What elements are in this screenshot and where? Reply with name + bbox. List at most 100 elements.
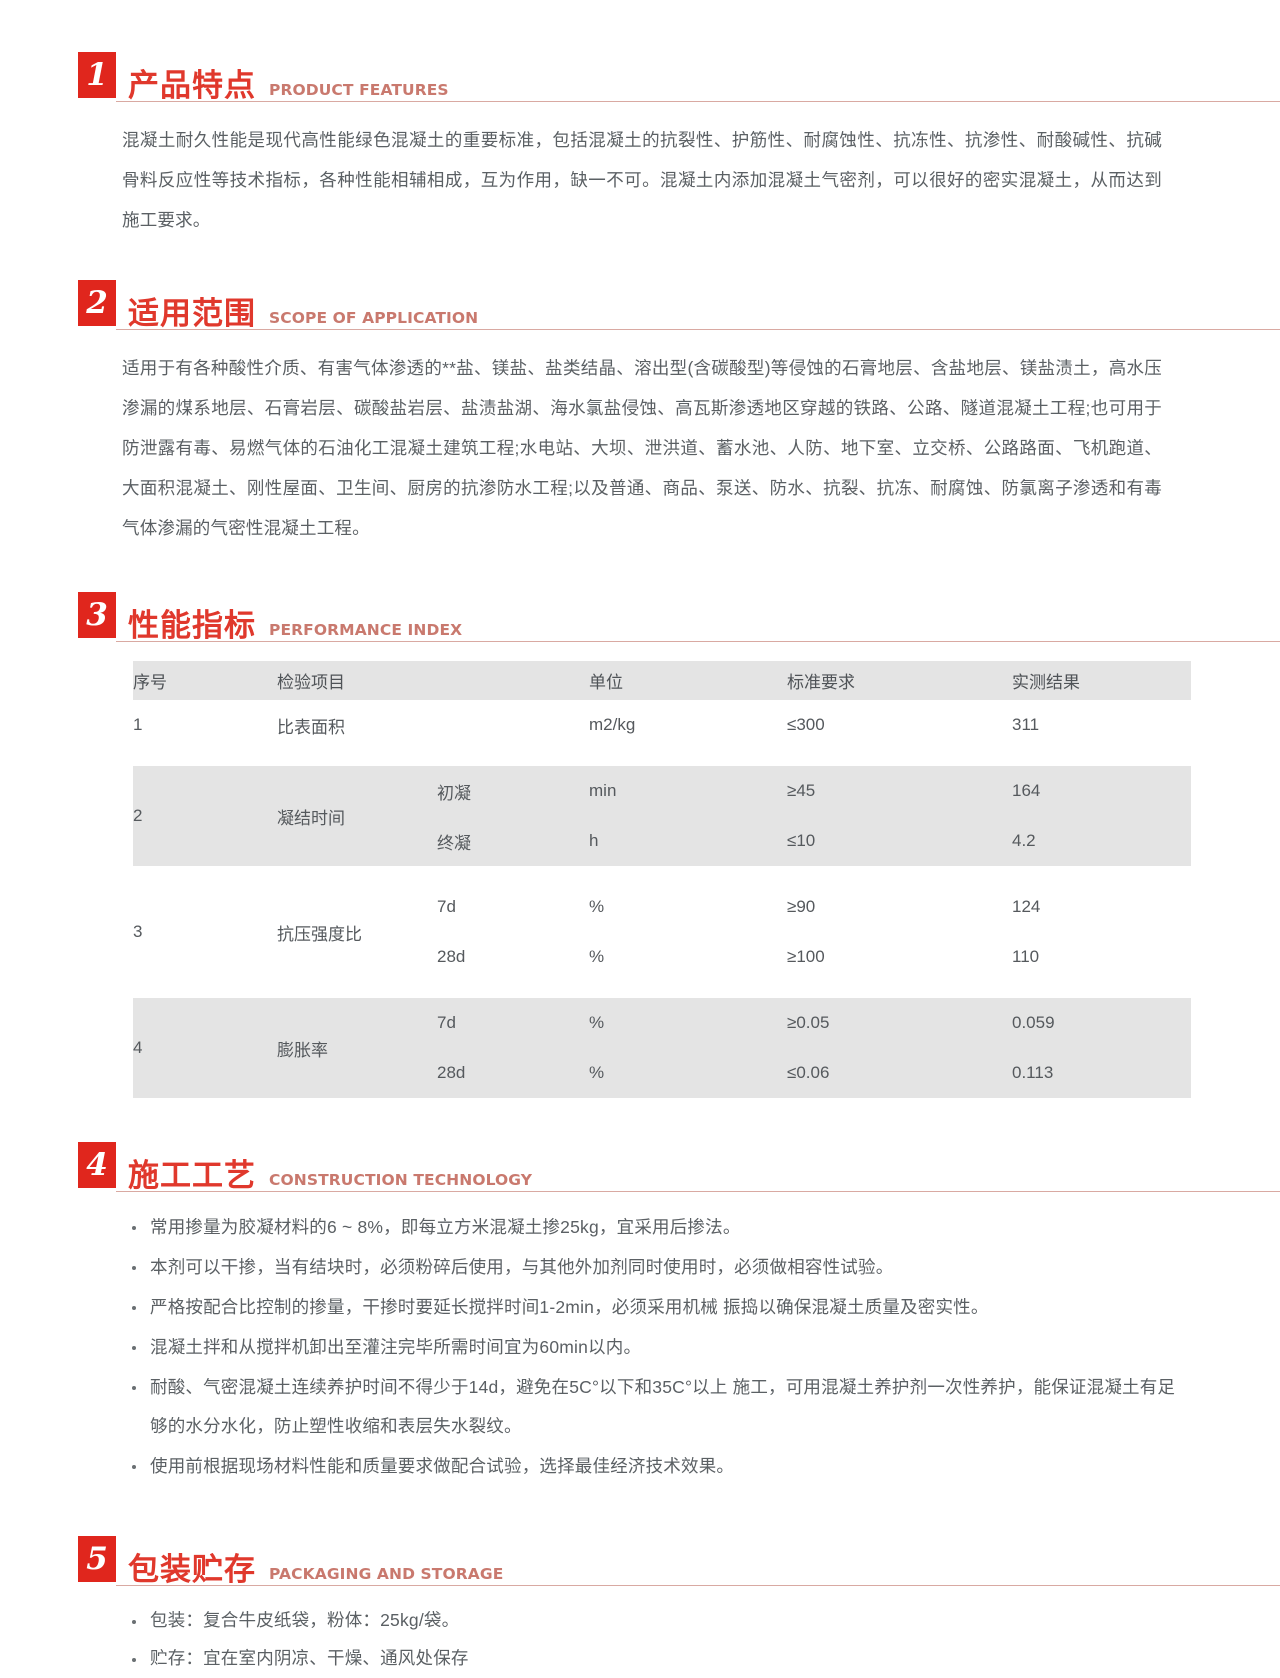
section-header: 4 施工工艺 CONSTRUCTION TECHNOLOGY (0, 1140, 1280, 1192)
cell-standard: ≥90 (787, 882, 1012, 932)
column-header-no: 序号 (133, 661, 277, 700)
section-number-badge: 3 (78, 592, 116, 638)
section-title-group: 性能指标 PERFORMANCE INDEX (128, 611, 462, 642)
cell-no: 1 (133, 700, 277, 750)
cell-no: 2 (133, 766, 277, 866)
table-row-spacer (133, 750, 1191, 766)
table-row-spacer (133, 866, 1191, 882)
cell-unit: m2/kg (589, 700, 787, 750)
cell-standard: ≤0.06 (787, 1048, 1012, 1098)
table-row-spacer (133, 982, 1191, 998)
cell-standard: ≤300 (787, 700, 1012, 750)
section-header: 3 性能指标 PERFORMANCE INDEX (0, 590, 1280, 642)
cell-no: 4 (133, 998, 277, 1098)
section-title-group: 施工工艺 CONSTRUCTION TECHNOLOGY (128, 1161, 532, 1192)
cell-standard: ≥100 (787, 932, 1012, 982)
section-performance-index: 3 性能指标 PERFORMANCE INDEX 序号 检验项目 单位 标准要求… (0, 590, 1280, 1098)
section-title-cn: 产品特点 (128, 68, 256, 104)
section-divider (116, 1191, 1280, 1192)
table-header: 序号 检验项目 单位 标准要求 实测结果 (133, 661, 1191, 700)
section-divider (116, 101, 1280, 102)
list-item: 本剂可以干掺，当有结块时，必须粉碎后使用，与其他外加剂同时使用时，必须做相容性试… (130, 1248, 1184, 1287)
performance-index-table: 序号 检验项目 单位 标准要求 实测结果 1 比表面积 m2/kg ≤300 311 2 凝… (133, 661, 1191, 1098)
section-divider (116, 329, 1280, 330)
spacer-cell (133, 866, 1191, 882)
list-item: 使用前根据现场材料性能和质量要求做配合试验，选择最佳经济技术效果。 (130, 1447, 1184, 1486)
cell-result: 0.113 (1012, 1048, 1191, 1098)
cell-standard: ≥45 (787, 766, 1012, 816)
section-header: 5 包装贮存 PACKAGING AND STORAGE (0, 1534, 1280, 1586)
table-row: 28d% ≤0.06 0.113 (133, 1048, 1191, 1098)
cell-item: 比表面积 (277, 700, 437, 750)
section-title-cn: 性能指标 (128, 608, 256, 644)
section-title-en: PRODUCT FEATURES (269, 81, 449, 99)
cell-subitem: 终凝 (437, 816, 589, 866)
cell-result: 4.2 (1012, 816, 1191, 866)
section-product-features: 1 产品特点 PRODUCT FEATURES 混凝土耐久性能是现代高性能绿色混… (0, 50, 1280, 240)
section-title-group: 包装贮存 PACKAGING AND STORAGE (128, 1555, 503, 1586)
packaging-bullet-list: 包装：复合牛皮纸袋，粉体：25kg/袋。 贮存：宜在室内阴凉、干燥、通风处保存 (130, 1602, 1184, 1677)
cell-result: 164 (1012, 766, 1191, 816)
cell-subitem (437, 700, 589, 750)
column-header-standard: 标准要求 (787, 661, 1012, 700)
section-title-en: PACKAGING AND STORAGE (269, 1565, 504, 1583)
cell-subitem: 28d (437, 932, 589, 982)
section-title-cn: 施工工艺 (128, 1158, 256, 1194)
cell-item: 凝结时间 (277, 766, 437, 866)
cell-result: 0.059 (1012, 998, 1191, 1048)
section-title-group: 产品特点 PRODUCT FEATURES (128, 71, 449, 102)
section-divider (116, 641, 1280, 642)
table-row: 终凝 h ≤10 4.2 (133, 816, 1191, 866)
spacer-cell (133, 982, 1191, 998)
section-construction-technology: 4 施工工艺 CONSTRUCTION TECHNOLOGY 常用掺量为胶凝材料… (0, 1140, 1280, 1486)
list-item: 耐酸、气密混凝土连续养护时间不得少于14d，避免在5C°以下和35C°以上 施工… (130, 1368, 1184, 1446)
cell-subitem: 7d (437, 998, 589, 1048)
section-title-en: CONSTRUCTION TECHNOLOGY (269, 1171, 533, 1189)
section-number-badge: 5 (78, 1536, 116, 1582)
cell-result: 311 (1012, 700, 1191, 750)
section-header: 2 适用范围 SCOPE OF APPLICATION (0, 278, 1280, 330)
section-paragraph: 混凝土耐久性能是现代高性能绿色混凝土的重要标准，包括混凝土的抗裂性、护筋性、耐腐… (122, 130, 1162, 230)
column-header-item: 检验项目 (277, 661, 589, 700)
cell-subitem: 初凝 (437, 766, 589, 816)
spacer-cell (133, 750, 1191, 766)
section-title-en: SCOPE OF APPLICATION (269, 309, 479, 327)
cell-standard: ≥0.05 (787, 998, 1012, 1048)
section-number-badge: 1 (78, 52, 116, 98)
section-title-cn: 适用范围 (128, 296, 256, 332)
section-divider (116, 1585, 1280, 1586)
section-header: 1 产品特点 PRODUCT FEATURES (0, 50, 1280, 102)
section-title-en: PERFORMANCE INDEX (269, 621, 463, 639)
table-row: 28d% ≥100 110 (133, 932, 1191, 982)
cell-subitem: 7d (437, 882, 589, 932)
cell-item: 抗压强度比 (277, 882, 437, 982)
list-item: 严格按配合比控制的掺量，干掺时要延长搅拌时间1-2min，必须采用机械 振捣以确… (130, 1288, 1184, 1327)
cell-unit: min (589, 766, 787, 816)
table-row: 3 抗压强度比 7d% ≥90 124 (133, 882, 1191, 982)
section-number-badge: 4 (78, 1142, 116, 1188)
table-row: 2 凝结时间 初凝 min ≥45 164 (133, 766, 1191, 866)
cell-unit: h (589, 816, 787, 866)
section-paragraph: 适用于有各种酸性介质、有害气体渗透的**盐、镁盐、盐类结晶、溶出型(含碳酸型)等… (122, 358, 1162, 538)
construction-bullet-list: 常用掺量为胶凝材料的6 ~ 8%，即每立方米混凝土掺25kg，宜采用后掺法。 本剂… (130, 1208, 1184, 1486)
column-header-result: 实测结果 (1012, 661, 1191, 700)
cell-no: 3 (133, 882, 277, 982)
table-row: 1 比表面积 m2/kg ≤300 311 (133, 700, 1191, 750)
cell-unit: % (589, 882, 787, 932)
cell-item: 膨胀率 (277, 998, 437, 1098)
cell-result: 110 (1012, 932, 1191, 982)
section-title-group: 适用范围 SCOPE OF APPLICATION (128, 299, 478, 330)
cell-unit: % (589, 998, 787, 1048)
datasheet-page: 1 产品特点 PRODUCT FEATURES 混凝土耐久性能是现代高性能绿色混… (0, 50, 1280, 1677)
cell-unit: % (589, 1048, 787, 1098)
table-header-row: 序号 检验项目 单位 标准要求 实测结果 (133, 661, 1191, 700)
cell-subitem: 28d (437, 1048, 589, 1098)
list-item: 贮存：宜在室内阴凉、干燥、通风处保存 (130, 1640, 1184, 1677)
cell-standard: ≤10 (787, 816, 1012, 866)
table-row: 4 膨胀率 7d% ≥0.05 0.059 (133, 998, 1191, 1098)
section-number-badge: 2 (78, 280, 116, 326)
section-packaging-and-storage: 5 包装贮存 PACKAGING AND STORAGE 包装：复合牛皮纸袋，粉… (0, 1534, 1280, 1677)
section-title-cn: 包装贮存 (128, 1552, 256, 1588)
list-item: 常用掺量为胶凝材料的6 ~ 8%，即每立方米混凝土掺25kg，宜采用后掺法。 (130, 1208, 1184, 1247)
table-body: 1 比表面积 m2/kg ≤300 311 2 凝结时间 初凝 min ≥45 164 终凝 h ≤10 4… (133, 700, 1191, 1098)
